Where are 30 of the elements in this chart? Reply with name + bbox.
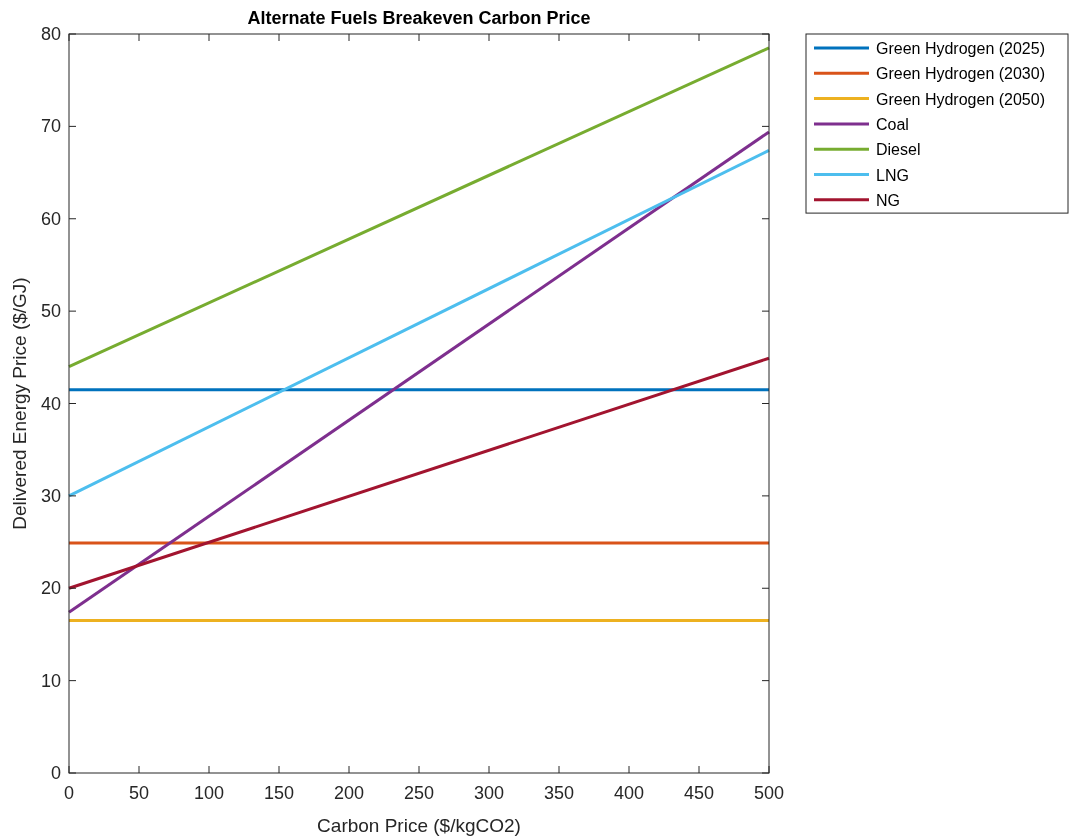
y-tick-label: 80	[40, 24, 61, 44]
x-tick-label: 300	[473, 783, 505, 803]
y-tick-label: 50	[40, 301, 61, 322]
legend-label: Coal	[876, 115, 909, 133]
x-tick-label: 450	[683, 783, 715, 803]
x-axis-title: Carbon Price ($/kgCO2)	[317, 815, 521, 836]
y-tick-label: 40	[40, 393, 61, 414]
x-tick-label: 500	[753, 783, 785, 803]
legend-label: Green Hydrogen (2030)	[876, 65, 1045, 83]
x-tick-label: 400	[613, 783, 645, 803]
y-axis-title: Delivered Energy Price ($/GJ)	[9, 277, 30, 530]
legend-label: LNG	[876, 166, 909, 184]
x-tick-label: 50	[128, 783, 150, 803]
chart-title: Alternate Fuels Breakeven Carbon Price	[247, 8, 591, 28]
y-tick-label: 30	[40, 485, 61, 506]
y-tick-label: 0	[50, 763, 61, 783]
x-tick-label: 150	[263, 783, 295, 803]
legend-label: Green Hydrogen (2025)	[876, 40, 1045, 57]
x-tick-label: 100	[193, 783, 225, 803]
legend-label: Diesel	[876, 141, 921, 159]
y-tick-label: 70	[40, 116, 61, 137]
legend-label: Green Hydrogen (2050)	[876, 90, 1045, 108]
x-tick-label: 0	[63, 783, 75, 803]
x-tick-label: 200	[333, 783, 365, 803]
x-tick-label: 350	[543, 783, 575, 803]
y-tick-label: 10	[40, 670, 61, 691]
legend-label: NG	[876, 191, 900, 209]
y-tick-label: 20	[40, 578, 61, 599]
y-tick-label: 60	[40, 208, 61, 229]
x-tick-label: 250	[403, 783, 435, 803]
